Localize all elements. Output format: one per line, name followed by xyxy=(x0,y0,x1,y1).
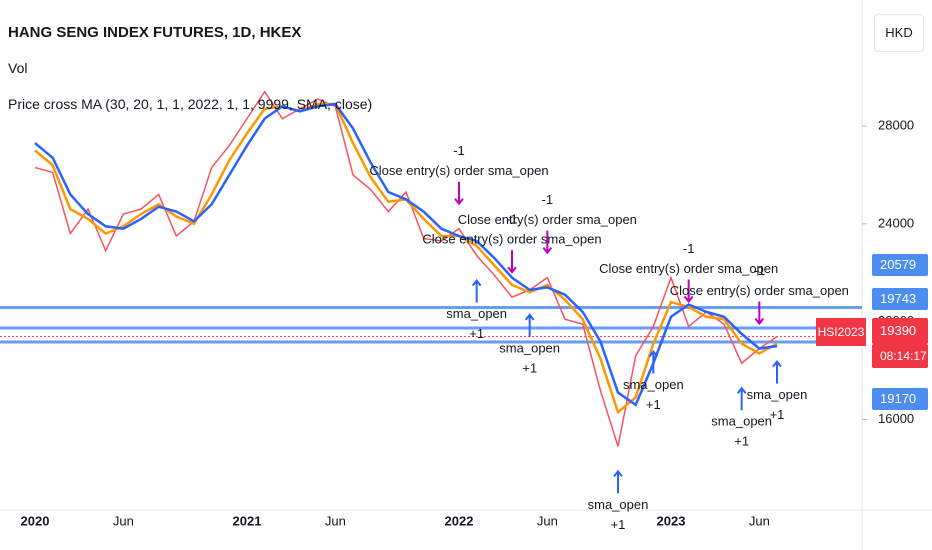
x-tick-label: Jun xyxy=(749,513,770,528)
entry-label: sma_open xyxy=(711,414,772,429)
x-tick-label: 2020 xyxy=(21,513,50,528)
exit-qty: -1 xyxy=(542,192,554,207)
exit-label: Close entry(s) order sma_open xyxy=(458,212,637,227)
entry-label: sma_open xyxy=(499,340,560,355)
exit-label: Close entry(s) order sma_open xyxy=(599,261,778,276)
x-tick-label: 2023 xyxy=(657,513,686,528)
exit-label: Close entry(s) order sma_open xyxy=(670,283,849,298)
entry-qty: +1 xyxy=(770,407,785,422)
exit-arrow xyxy=(754,301,765,326)
entry-qty: +1 xyxy=(469,326,484,341)
countdown-label: 08:14:17 xyxy=(872,344,928,368)
entry-label: sma_open xyxy=(623,377,684,392)
last-price-label: 19390 xyxy=(872,318,928,344)
exit-arrow xyxy=(683,279,694,304)
x-tick-label: 2021 xyxy=(233,513,262,528)
exit-label: Close entry(s) order sma_open xyxy=(422,232,601,247)
x-tick-label: Jun xyxy=(113,513,134,528)
entry-qty: +1 xyxy=(611,517,626,532)
level-label: 19743 xyxy=(872,288,928,310)
entry-qty: +1 xyxy=(734,434,749,449)
x-tick-label: Jun xyxy=(537,513,558,528)
indicator-label: Price cross MA (30, 20, 1, 1, 2022, 1, 1… xyxy=(8,96,373,112)
price-line xyxy=(34,90,778,447)
exit-arrow xyxy=(454,181,464,206)
y-tick-label: 16000 xyxy=(878,411,914,426)
subtitle: Vol xyxy=(8,60,28,76)
entry-label: sma_open xyxy=(747,387,808,402)
currency-button[interactable]: HKD xyxy=(874,14,924,52)
exit-qty: -1 xyxy=(683,241,695,256)
entry-arrow xyxy=(772,359,782,384)
y-tick-label: 28000 xyxy=(878,117,914,132)
exit-qty: -1 xyxy=(506,212,518,227)
entry-arrow xyxy=(471,279,482,303)
entry-label: sma_open xyxy=(446,306,507,321)
y-tick-label: 24000 xyxy=(878,215,914,230)
x-tick-label: Jun xyxy=(325,513,346,528)
exit-arrow xyxy=(542,230,553,255)
entry-arrow xyxy=(524,313,535,337)
exit-qty: -1 xyxy=(453,143,465,158)
symbol-label: HSI2023 xyxy=(816,318,866,346)
entry-qty: +1 xyxy=(522,360,537,375)
level-label: 20579 xyxy=(872,254,928,276)
x-tick-label: 2022 xyxy=(445,513,474,528)
exit-label: Close entry(s) order sma_open xyxy=(369,163,548,178)
entry-arrow xyxy=(736,386,747,411)
entry-arrow xyxy=(613,469,623,494)
exit-arrow xyxy=(507,250,517,274)
chart-title: HANG SENG INDEX FUTURES, 1D, HKEX xyxy=(8,24,302,41)
entry-label: sma_open xyxy=(588,497,649,512)
entry-arrow xyxy=(648,349,659,374)
level-label: 19170 xyxy=(872,388,928,410)
entry-qty: +1 xyxy=(646,397,661,412)
exit-qty: -1 xyxy=(754,263,766,278)
